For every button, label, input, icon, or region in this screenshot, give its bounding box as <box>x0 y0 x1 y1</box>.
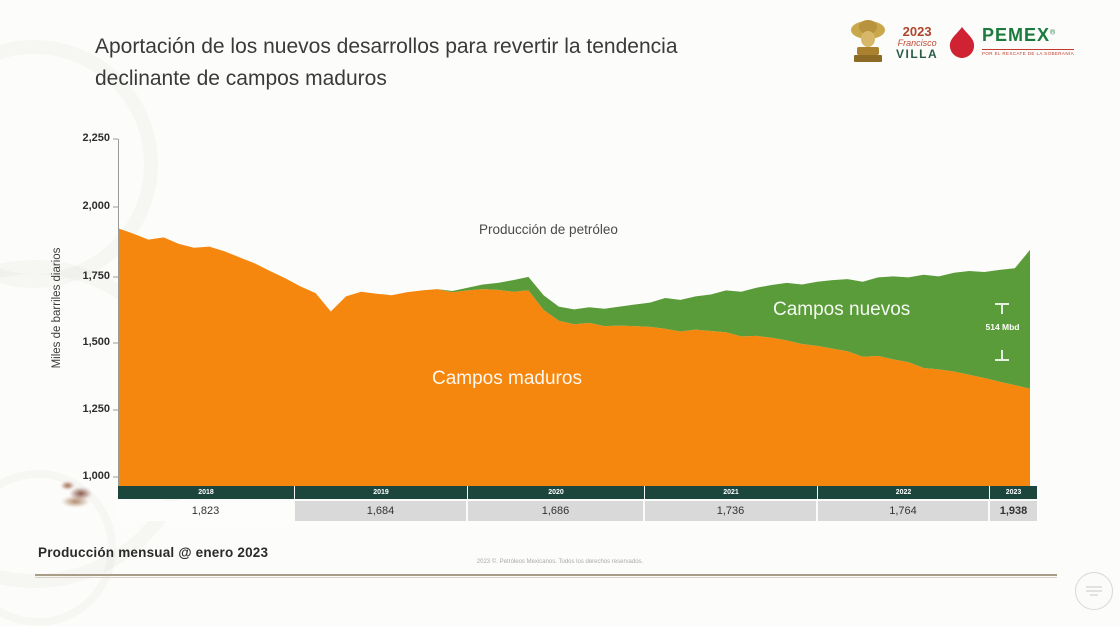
bracket-bottom-icon <box>995 350 1009 361</box>
year-segment: 2022 <box>818 486 990 499</box>
footer-divider-shadow <box>35 577 1057 578</box>
y-axis-title: Miles de barriles diarios <box>51 247 63 369</box>
corner-badge <box>1075 572 1113 610</box>
annual-value: 1,684 <box>295 501 468 521</box>
annual-values-row: 1,823 1,684 1,686 1,736 1,764 1,938 <box>118 501 1037 521</box>
footer-divider <box>35 574 1057 576</box>
villa-logo-lastname: VILLA <box>896 47 939 62</box>
pemex-wordmark: PEMEX <box>982 25 1051 45</box>
campos-nuevos-label: Campos nuevos <box>773 299 911 320</box>
year-segment: 2021 <box>645 486 818 499</box>
y-tick-label: 1,250 <box>82 403 110 415</box>
annual-value: 1,764 <box>818 501 990 521</box>
nuevos-contribution-value: 514 Mbd <box>985 322 1020 332</box>
x-axis-year-bar: 2018 2019 2020 2021 2022 2023 <box>118 486 1037 499</box>
footer-note: Producción mensual @ enero 2023 <box>38 545 269 560</box>
pemex-eagle-icon <box>946 26 978 65</box>
villa-2023-logo: 2023 Francisco VILLA <box>845 13 938 73</box>
footer-copyright: 2023 ©. Petróleos Mexicanos. Todos los d… <box>476 559 644 565</box>
annual-value: 1,686 <box>468 501 645 521</box>
villa-logo-firstname: Francisco <box>897 37 937 48</box>
annual-value: 1,938 <box>990 501 1037 521</box>
campos-nuevos-area <box>118 228 1030 389</box>
registered-mark: ® <box>1050 29 1056 37</box>
slide-title-line2: declinante de campos maduros <box>95 66 387 90</box>
year-segment: 2018 <box>118 486 295 499</box>
slide-title-line1: Aportación de los nuevos desarrollos par… <box>95 35 678 58</box>
y-tick-label: 2,250 <box>82 132 110 144</box>
y-tick-label: 1,750 <box>82 270 110 282</box>
y-tick-label: 2,000 <box>82 200 110 212</box>
bracket-top-icon <box>995 303 1009 314</box>
slide-title: Aportación de los nuevos desarrollos par… <box>95 31 855 94</box>
year-segment: 2019 <box>295 486 468 499</box>
villa-miniature-image <box>52 476 104 508</box>
annual-value: 1,736 <box>645 501 818 521</box>
annual-value: 1,823 <box>118 501 295 521</box>
year-segment: 2020 <box>468 486 645 499</box>
y-tick-label: 1,500 <box>82 336 110 348</box>
villa-bust-icon <box>845 14 891 73</box>
year-segment: 2023 <box>990 486 1037 499</box>
pemex-tagline: POR EL RESCATE DE LA SOBERANÍA <box>982 49 1075 56</box>
chart-subtitle: Producción de petróleo <box>479 222 618 237</box>
villa-logo-year: 2023 <box>902 24 932 40</box>
y-axis-ticks <box>113 138 118 478</box>
campos-maduros-area <box>118 228 1030 486</box>
campos-maduros-label: Campos maduros <box>432 368 582 389</box>
pemex-logo: PEMEX® POR EL RESCATE DE LA SOBERANÍA <box>946 25 1075 65</box>
